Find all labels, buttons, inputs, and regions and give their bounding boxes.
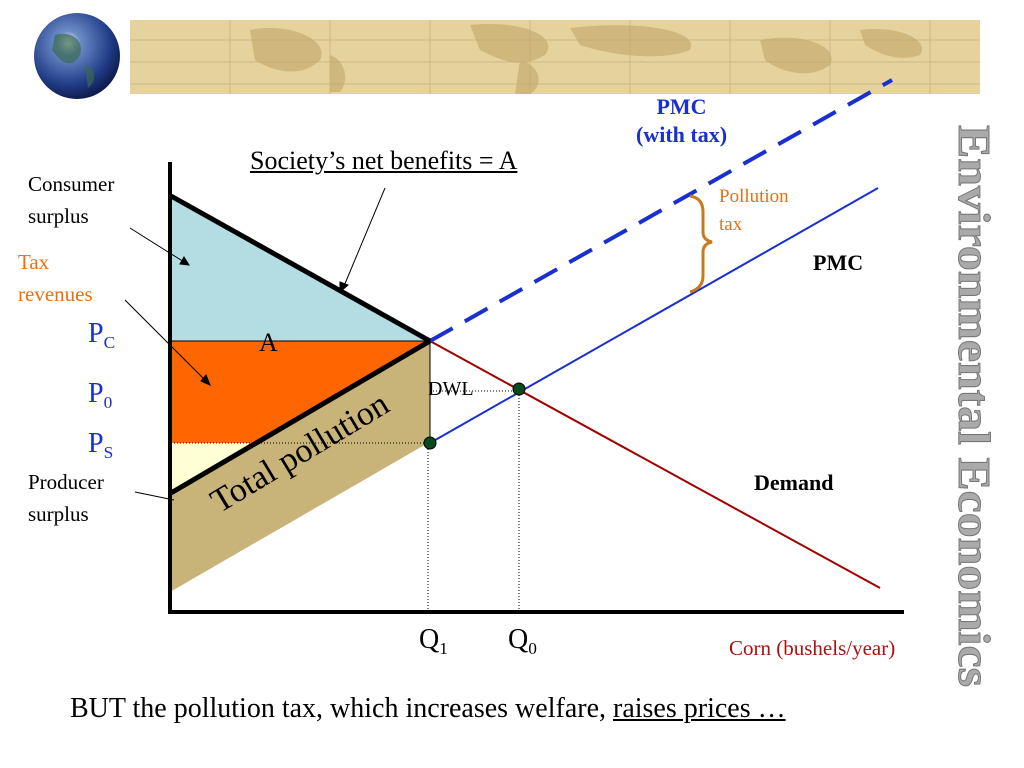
tax-revenues-line1: Tax [18,250,50,274]
price-p0-sub: 0 [103,393,113,413]
header-banner [34,13,980,99]
producer-surplus-line2: surplus [28,502,89,527]
producer-surplus-line1: Producer [28,470,104,494]
pmc-line [429,187,879,444]
society-benefit-bold-line [169,193,432,344]
consumer-surplus-label: Consumer surplus [28,172,114,228]
tax-revenues-label: Tax revenues [18,250,93,306]
demand-label: Demand [754,470,834,495]
price-pc-sub: C [103,333,116,353]
pollution-tax-line2: tax [719,213,743,235]
caption-link[interactable]: raises prices … [613,693,786,724]
tax-arrow [124,299,207,382]
quantity-q1-label: Q1 [419,624,448,659]
producer-surplus-label: Producer surplus [28,470,104,526]
society-arrowhead [339,281,349,294]
consumer-arrowhead [179,256,190,266]
caption-text: BUT the pollution tax, which increases w… [70,693,613,724]
price-pc-label: PC [88,318,115,353]
tax-revenues-line2: revenues [18,282,93,307]
total-pollution-area [171,341,430,592]
pmc-with-tax-line1: PMC [656,94,707,119]
producer-price-point-q1 [423,436,437,450]
pollution-bold-line [169,338,432,496]
equilibrium-point-q0 [512,382,526,396]
quantity-q1-base: Q [419,624,440,655]
quantity-q0-base: Q [508,624,529,655]
pmc-label: PMC [813,250,864,275]
side-title: Environmental Economics [949,125,1001,688]
map-grid [130,20,980,94]
slide-caption: BUT the pollution tax, which increases w… [70,693,786,725]
quantity-q0-label: Q0 [508,624,537,659]
side-title-text: Environmental Economics [949,125,1000,687]
map-landmasses [250,24,922,94]
pollution-area-edge [171,442,431,593]
pmc-with-tax-line [429,78,893,343]
price-ps-base: P [88,428,104,459]
dwl-label: DWL [428,378,474,400]
society-net-benefits-label: Society’s net benefits = A [250,146,518,175]
producer-arrow [134,491,175,501]
consumer-surplus-line1: Consumer [28,172,115,196]
area-a-label: A [259,328,278,357]
demand-line [429,340,881,589]
pollution-tax-label: Pollution tax [719,186,789,236]
globe-land [52,33,95,88]
society-arrow [343,187,386,287]
quantity-q1-sub: 1 [439,639,448,659]
tax-arrowhead [200,374,211,386]
price-ps-label: PS [88,428,113,463]
quantity-q0-sub: 0 [528,639,537,659]
pmc-with-tax-label: PMC (with tax) [636,94,727,148]
price-ps-sub: S [103,443,114,463]
pollution-tax-line1: Pollution [719,186,789,207]
pmc-with-tax-line2: (with tax) [636,122,728,148]
consumer-surplus-line2: surplus [28,204,89,229]
price-p0-label: P0 [88,378,112,413]
consumer-arrow [129,227,185,263]
pollution-tax-brace [689,194,713,294]
price-p0-base: P [88,378,104,409]
price-pc-base: P [88,318,104,349]
x-axis-label: Corn (bushels/year) [729,636,896,660]
